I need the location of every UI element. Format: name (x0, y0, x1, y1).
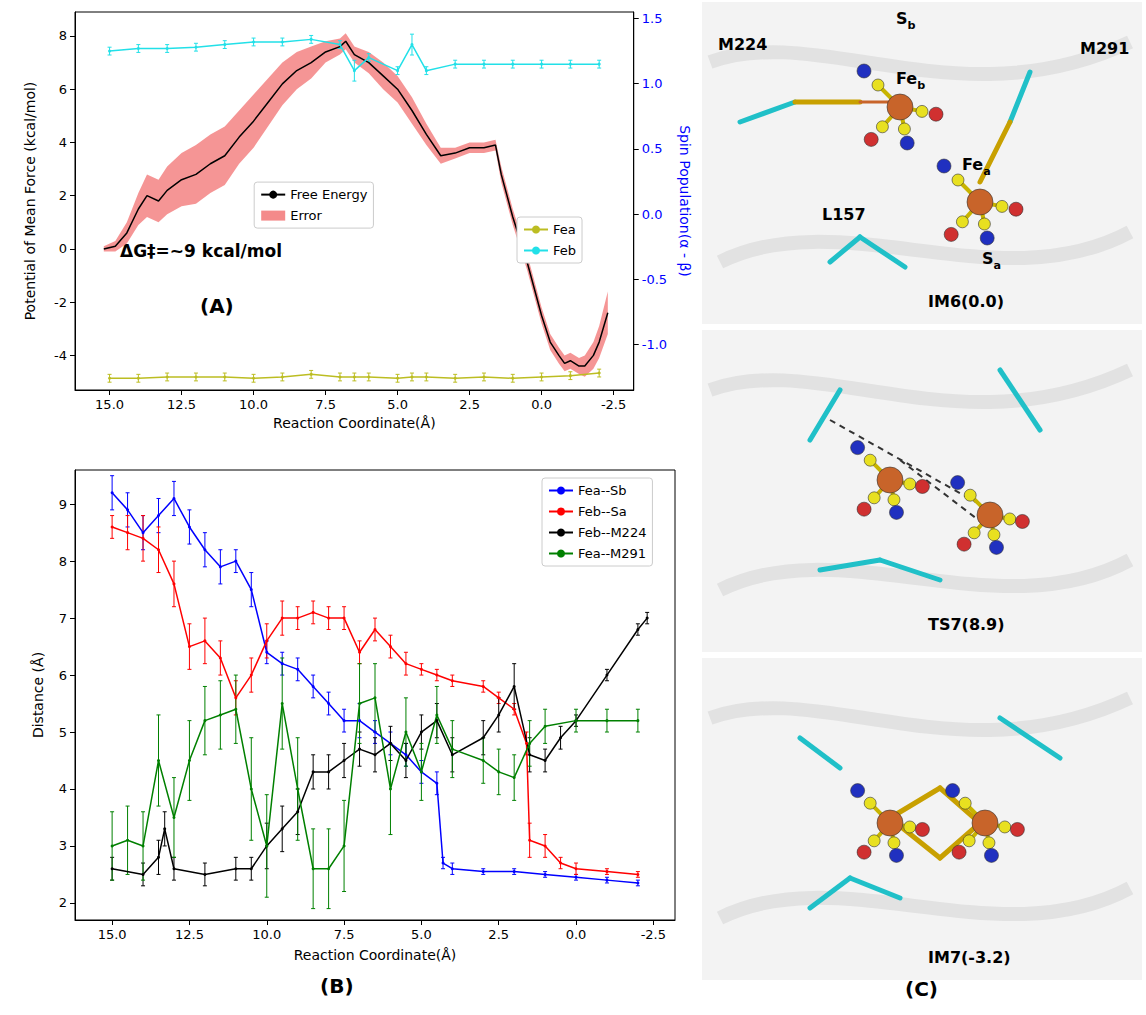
svg-text:4: 4 (59, 135, 67, 150)
svg-text:15.0: 15.0 (98, 927, 127, 942)
svg-text:L157: L157 (822, 205, 866, 224)
svg-text:7.5: 7.5 (315, 397, 336, 412)
svg-text:5.0: 5.0 (387, 397, 408, 412)
svg-text:M291: M291 (1080, 39, 1129, 58)
svg-text:7: 7 (59, 611, 67, 626)
svg-text:-1.0: -1.0 (642, 337, 667, 352)
svg-text:Spin Population(α - β): Spin Population(α - β) (677, 125, 693, 277)
svg-text:4: 4 (59, 781, 67, 796)
svg-text:1.5: 1.5 (642, 11, 663, 26)
svg-text:0: 0 (59, 241, 67, 256)
svg-text:-2: -2 (54, 295, 67, 310)
svg-text:Fea--M291: Fea--M291 (578, 546, 646, 561)
svg-text:Feb--M224: Feb--M224 (578, 525, 646, 540)
svg-text:8: 8 (59, 28, 67, 43)
svg-text:0.5: 0.5 (642, 141, 663, 156)
svg-text:Feb: Feb (896, 69, 925, 92)
svg-text:5.0: 5.0 (411, 927, 432, 942)
svg-text:ΔG‡=~9 kcal/mol: ΔG‡=~9 kcal/mol (120, 241, 282, 261)
svg-text:2.5: 2.5 (459, 397, 480, 412)
svg-text:12.5: 12.5 (167, 397, 196, 412)
svg-text:IM7(-3.2): IM7(-3.2) (928, 948, 1011, 967)
svg-text:8: 8 (59, 554, 67, 569)
svg-text:3: 3 (59, 838, 67, 853)
svg-text:(A): (A) (200, 294, 234, 318)
svg-text:Feb: Feb (553, 243, 576, 258)
svg-text:Sb: Sb (896, 9, 916, 32)
svg-text:-2.5: -2.5 (641, 927, 666, 942)
svg-text:Fea: Fea (962, 155, 991, 178)
svg-text:Sa: Sa (982, 249, 1001, 272)
svg-text:0.0: 0.0 (531, 397, 552, 412)
svg-text:Fea--Sb: Fea--Sb (578, 483, 627, 498)
svg-text:10.0: 10.0 (252, 927, 281, 942)
svg-text:-4: -4 (54, 348, 67, 363)
svg-text:2: 2 (59, 895, 67, 910)
svg-text:2.5: 2.5 (488, 927, 509, 942)
svg-text:Potential of Mean Force (kcal/: Potential of Mean Force (kcal/mol) (22, 82, 38, 321)
svg-text:5: 5 (59, 725, 67, 740)
svg-text:7.5: 7.5 (334, 927, 355, 942)
svg-text:Reaction Coordinate(Å): Reaction Coordinate(Å) (273, 415, 436, 431)
svg-text:0.0: 0.0 (642, 207, 663, 222)
svg-text:6: 6 (59, 668, 67, 683)
svg-text:Free Energy: Free Energy (290, 187, 368, 202)
svg-text:M224: M224 (718, 35, 767, 54)
svg-text:15.0: 15.0 (95, 397, 124, 412)
svg-text:1.0: 1.0 (642, 76, 663, 91)
svg-text:TS7(8.9): TS7(8.9) (928, 615, 1005, 634)
svg-text:-0.5: -0.5 (642, 272, 667, 287)
svg-text:Fea: Fea (553, 222, 576, 237)
svg-text:9: 9 (59, 497, 67, 512)
svg-text:-2.5: -2.5 (601, 397, 626, 412)
svg-text:Error: Error (290, 208, 322, 223)
svg-text:Feb--Sa: Feb--Sa (578, 504, 627, 519)
svg-text:10.0: 10.0 (239, 397, 268, 412)
svg-text:12.5: 12.5 (175, 927, 204, 942)
svg-text:(B): (B) (320, 974, 354, 998)
svg-text:(C): (C) (905, 977, 938, 1001)
svg-text:Distance (Å): Distance (Å) (30, 652, 46, 738)
svg-text:2: 2 (59, 188, 67, 203)
svg-text:0.0: 0.0 (566, 927, 587, 942)
svg-text:6: 6 (59, 82, 67, 97)
svg-text:Reaction Coordinate(Å): Reaction Coordinate(Å) (294, 947, 457, 963)
svg-text:IM6(0.0): IM6(0.0) (928, 292, 1004, 311)
